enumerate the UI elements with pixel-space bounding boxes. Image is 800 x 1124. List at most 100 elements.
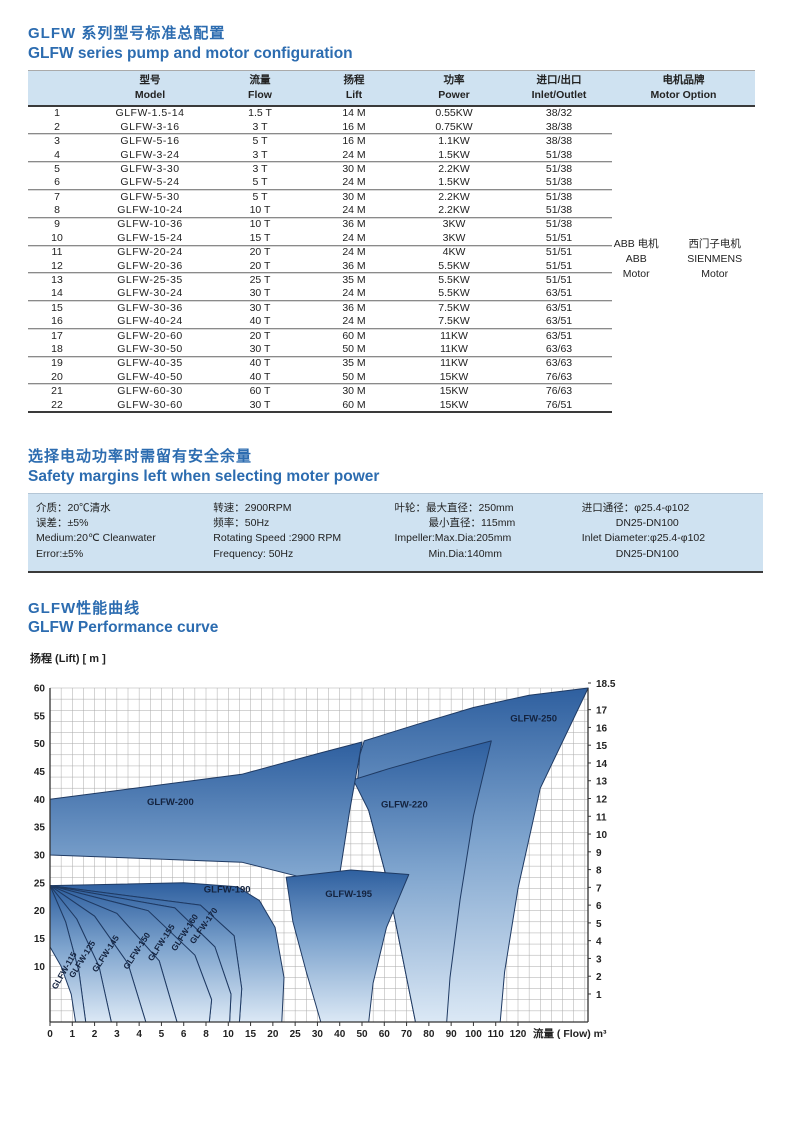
svg-text:80: 80 xyxy=(423,1029,435,1040)
spec-column: 叶轮：最大直径：250mm 最小直径：115mm Impeller:Max.Dia:… xyxy=(395,501,582,562)
svg-text:50: 50 xyxy=(356,1029,368,1040)
power-cell: 1.5KW xyxy=(438,176,470,189)
svg-text:13: 13 xyxy=(596,777,608,788)
spec-line: 转速：2900RPM xyxy=(213,501,292,514)
svg-text:90: 90 xyxy=(446,1029,458,1040)
spec-line: Min.Dia:140mm xyxy=(428,547,503,560)
table-row: 19 GLFW-40-35 40 T 35 M 11KW 63/63 xyxy=(28,355,755,371)
io-cell: 51/38 xyxy=(545,204,573,217)
table-row: 12 GLFW-20-36 20 T 36 M 5.5KW 51/51 xyxy=(28,259,755,273)
spec-line: 误差：±5% xyxy=(36,517,89,530)
lift-cell: 35 M xyxy=(306,355,402,371)
model-cell: GLFW-30-50 xyxy=(117,342,183,355)
model-cell: GLFW-25-35 xyxy=(86,272,214,287)
lift-cell: 30 M xyxy=(306,383,402,398)
model-cell: GLFW-5-30 xyxy=(86,188,214,204)
svg-text:10: 10 xyxy=(223,1029,235,1040)
lift-cell: 24 M xyxy=(342,315,366,328)
table-row: 21 GLFW-60-30 60 T 30 M 15KW 76/63 xyxy=(28,383,755,398)
flow-cell: 10 T xyxy=(214,216,306,232)
spec-line: Inlet Diameter:φ25.4-φ102 xyxy=(581,532,706,545)
svg-text:30: 30 xyxy=(34,851,46,862)
model-cell: GLFW-5-16 xyxy=(86,133,214,148)
spec-column: 转速：2900RPM 频率：50Hz Rotating Speed :2900 RP… xyxy=(213,501,394,562)
io-cell: 38/38 xyxy=(506,133,612,148)
header-model: 型号 Model xyxy=(86,69,214,107)
svg-text:3: 3 xyxy=(596,955,602,966)
io-cell: 51/38 xyxy=(545,176,573,189)
io-cell: 63/51 xyxy=(545,315,573,328)
flow-cell: 40 T xyxy=(214,355,306,371)
svg-text:5: 5 xyxy=(596,919,602,930)
row-num: 5 xyxy=(28,161,86,176)
power-cell: 5.5KW xyxy=(438,259,470,272)
io-cell: 76/63 xyxy=(545,370,573,383)
lift-cell: 36 M xyxy=(306,216,402,232)
io-cell: 51/38 xyxy=(506,161,612,176)
lift-cell: 24 M xyxy=(342,231,366,244)
flow-cell: 15 T xyxy=(249,231,271,244)
svg-text:17: 17 xyxy=(596,706,608,717)
model-cell: GLFW-40-24 xyxy=(117,315,183,328)
spec-line: 介质：20℃清水 xyxy=(36,501,111,514)
svg-text:110: 110 xyxy=(488,1029,505,1040)
svg-text:10: 10 xyxy=(34,962,46,973)
power-cell: 7.5KW xyxy=(438,315,470,328)
region-label-GLFW-250: GLFW-250 xyxy=(510,714,557,725)
model-cell: GLFW-30-36 xyxy=(86,300,214,315)
power-cell: 11KW xyxy=(440,342,468,355)
io-cell: 51/51 xyxy=(545,259,573,272)
curve-title-en: GLFW Performance curve xyxy=(28,619,219,637)
row-num: 1 xyxy=(54,107,60,120)
config-section-title: GLFW 系列型号标准总配置 GLFW series pump and moto… xyxy=(28,24,764,64)
config-title-en: GLFW series pump and motor configuration xyxy=(28,44,353,62)
flow-cell: 5 T xyxy=(214,188,306,204)
row-num: 8 xyxy=(54,204,60,217)
row-num: 20 xyxy=(51,370,63,383)
svg-text:4: 4 xyxy=(596,937,602,948)
power-cell: 4KW xyxy=(402,244,506,259)
svg-text:120: 120 xyxy=(510,1029,527,1040)
model-cell: GLFW-20-60 xyxy=(86,327,214,343)
row-num: 18 xyxy=(51,342,63,355)
table-row: 15 GLFW-30-36 30 T 36 M 7.5KW 63/51 xyxy=(28,300,755,315)
header-lift: 扬程 Lift xyxy=(306,69,402,107)
lift-cell: 36 M xyxy=(306,300,402,315)
region-label-GLFW-220: GLFW-220 xyxy=(381,800,428,811)
table-row: 6 GLFW-5-24 5 T 24 M 1.5KW 51/38 xyxy=(28,176,755,190)
svg-text:7: 7 xyxy=(596,884,602,895)
motor-brand: ABB 电机 ABB Motor xyxy=(613,237,659,281)
motor-brand: 西门子电机 SIENMENS Motor xyxy=(687,237,743,281)
flow-cell: 10 T xyxy=(249,204,271,217)
model-cell: GLFW-10-36 xyxy=(86,216,214,232)
power-cell: 0.55KW xyxy=(435,107,473,120)
lift-cell: 50 M xyxy=(342,342,366,355)
power-cell: 15KW xyxy=(439,370,469,383)
model-cell: GLFW-5-24 xyxy=(120,176,180,189)
io-cell: 38/32 xyxy=(545,107,573,120)
svg-text:30: 30 xyxy=(312,1029,324,1040)
svg-text:70: 70 xyxy=(401,1029,413,1040)
svg-text:15: 15 xyxy=(245,1029,257,1040)
io-cell: 63/51 xyxy=(506,300,612,315)
lift-cell: 24 M xyxy=(342,204,366,217)
lift-cell: 24 M xyxy=(306,244,402,259)
region-label-GLFW-195: GLFW-195 xyxy=(325,889,373,900)
svg-text:15: 15 xyxy=(596,742,608,753)
model-cell: GLFW-20-36 xyxy=(117,259,183,272)
region-GLFW-195 xyxy=(285,869,410,1023)
svg-text:1: 1 xyxy=(596,990,602,1001)
row-num: 13 xyxy=(28,272,86,287)
table-row: 5 GLFW-3-30 3 T 30 M 2.2KW 51/38 xyxy=(28,161,755,176)
io-cell: 38/38 xyxy=(545,120,573,133)
row-num: 4 xyxy=(54,148,60,161)
power-cell: 2.2KW xyxy=(402,161,506,176)
power-cell: 3KW xyxy=(402,216,506,232)
io-cell: 51/51 xyxy=(506,272,612,287)
io-cell: 51/38 xyxy=(506,188,612,204)
spec-line: Error:±5% xyxy=(36,547,84,560)
svg-text:2: 2 xyxy=(92,1029,98,1040)
row-num: 2 xyxy=(54,120,60,133)
lift-cell: 30 M xyxy=(306,161,402,176)
io-cell: 51/51 xyxy=(506,244,612,259)
